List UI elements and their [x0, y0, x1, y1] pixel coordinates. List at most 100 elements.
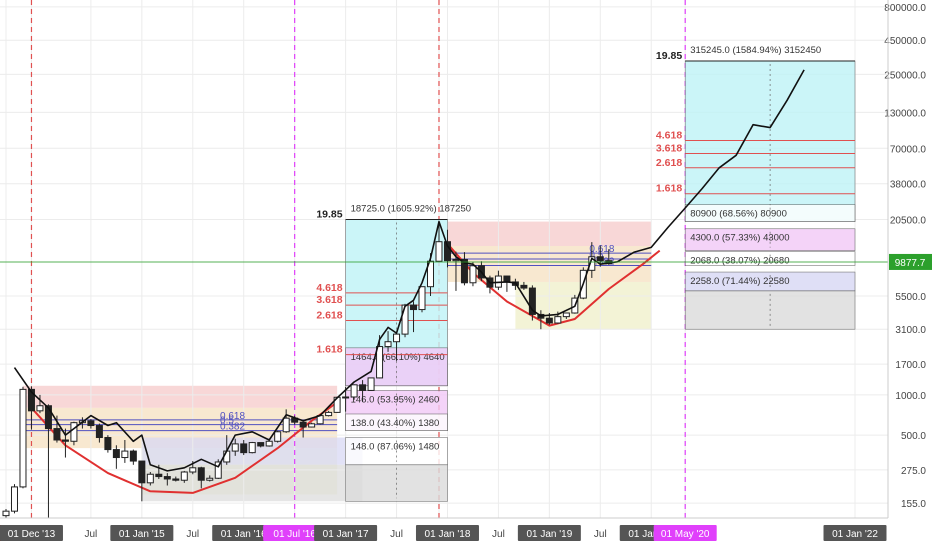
candle-2014-01[interactable]	[36, 394, 44, 414]
candle-body	[248, 442, 256, 454]
candle-body	[112, 449, 120, 459]
candle-2018-04[interactable]	[469, 262, 477, 287]
x-tick-label: 01 Jan '22	[832, 529, 878, 540]
candle-body	[155, 473, 163, 478]
candle-2017-06[interactable]	[384, 331, 392, 352]
measure-label: 80900 (68.56%) 80900	[690, 209, 787, 220]
candle-2017-09[interactable]	[410, 301, 418, 333]
candle-2016-11[interactable]	[325, 410, 333, 417]
candle-2016-08[interactable]	[299, 421, 307, 438]
candle-2014-09[interactable]	[104, 435, 112, 453]
y-tick-label: 1000.0	[895, 391, 926, 402]
extension-label: 1.618	[656, 183, 682, 195]
y-tick-label: 130000.0	[884, 108, 926, 119]
candle-2016-02[interactable]	[248, 441, 256, 454]
candle-2017-07[interactable]	[393, 332, 401, 361]
current-price-marker: 9877.7	[0, 253, 932, 270]
x-tick-badge	[110, 525, 174, 541]
candle-2017-04[interactable]	[367, 377, 375, 391]
candle-body	[443, 241, 451, 262]
candle-body	[121, 450, 129, 459]
candle-2017-03[interactable]	[359, 380, 367, 402]
candle-2019-07[interactable]	[596, 245, 604, 267]
candle-2015-05[interactable]	[172, 476, 180, 482]
candle-body	[308, 423, 316, 428]
y-tick-label: 155.0	[901, 499, 926, 510]
measure-label: 148.0 (87.06%) 1480	[351, 442, 440, 453]
x-tick-label: Jul	[594, 529, 607, 540]
candle-2016-09[interactable]	[308, 422, 316, 428]
candle-2015-01[interactable]	[138, 460, 146, 502]
candle-2017-10[interactable]	[418, 286, 426, 313]
candle-2018-02[interactable]	[452, 251, 460, 291]
candle-body	[138, 460, 146, 484]
extension-label: 1.618	[316, 344, 342, 356]
candle-2016-05[interactable]	[274, 430, 282, 443]
candle-2014-10[interactable]	[112, 445, 120, 469]
candle-2016-06[interactable]	[282, 409, 290, 433]
candle-2017-08[interactable]	[401, 303, 409, 338]
candle-body	[367, 377, 375, 391]
x-tick-label: 01 Jan '17	[323, 529, 369, 540]
candle-2015-10[interactable]	[214, 459, 222, 479]
candle-body	[95, 425, 103, 439]
candle-2019-03[interactable]	[562, 312, 570, 319]
candle-body	[214, 461, 222, 479]
retracement-label: 0.618	[220, 411, 245, 422]
axes: 800000.0 450000.0 250000.0 130000.0 70000.0 3…	[0, 0, 926, 541]
candle-body	[503, 275, 511, 283]
measure-label: 2068.0 (38.07%) 20680	[690, 256, 789, 267]
candle-body	[274, 431, 282, 442]
x-tick-badge	[517, 525, 581, 541]
candle-2014-04[interactable]	[61, 428, 69, 458]
candle-2013-12[interactable]	[27, 386, 35, 430]
measure-label: 18725.0 (1605.92%) 187250	[351, 204, 471, 215]
candle-2015-06[interactable]	[180, 470, 188, 483]
candle-body	[435, 241, 443, 262]
candle-body	[180, 471, 188, 481]
candle-2018-11[interactable]	[528, 285, 536, 321]
candle-body	[427, 260, 434, 288]
candle-2013-10[interactable]	[10, 484, 18, 514]
extension-label: 2.618	[656, 157, 682, 169]
y-tick-label: 500.0	[901, 431, 926, 442]
candle-2015-09[interactable]	[206, 475, 214, 482]
candle-2015-08[interactable]	[197, 466, 205, 489]
candle-body	[27, 388, 35, 412]
candle-2015-12[interactable]	[231, 438, 239, 456]
candle-2017-02[interactable]	[350, 384, 358, 400]
candle-body	[129, 450, 137, 462]
x-tick-label: 01 Jan '16	[221, 529, 267, 540]
candle-2014-07[interactable]	[87, 419, 95, 429]
candle-2018-01[interactable]	[443, 229, 451, 268]
candle-2014-11[interactable]	[121, 439, 129, 463]
candle-2014-12[interactable]	[129, 449, 137, 465]
candle-body	[257, 442, 265, 447]
candle-2013-11[interactable]	[19, 386, 27, 489]
candle-2013-09[interactable]	[2, 509, 10, 518]
candle-2015-04[interactable]	[163, 473, 171, 486]
y-tick-label: 3100.0	[895, 325, 926, 336]
y-tick-label: 70000.0	[890, 144, 927, 155]
candle-body	[53, 428, 61, 441]
candle-2016-03[interactable]	[257, 442, 265, 448]
x-tick-badge	[314, 525, 378, 541]
candle-body	[359, 384, 367, 391]
candle-body	[393, 333, 401, 343]
candle-2018-03[interactable]	[460, 252, 468, 286]
candle-2014-02[interactable]	[44, 404, 52, 518]
x-tick-label: 01 Jan '18	[425, 529, 471, 540]
candle-2014-05[interactable]	[70, 421, 78, 446]
candle-2017-12[interactable]	[435, 221, 443, 262]
candle-body	[376, 346, 384, 379]
candle-2016-01[interactable]	[240, 439, 248, 456]
candle-2014-08[interactable]	[95, 423, 103, 443]
candle-body	[87, 420, 95, 427]
y-tick-label: 20500.0	[890, 216, 927, 227]
extension-label: 2.618	[316, 310, 342, 322]
candle-2015-02[interactable]	[146, 472, 154, 486]
candle-2018-10[interactable]	[520, 281, 528, 290]
candle-body	[401, 304, 409, 335]
x-tick-label: Jul	[85, 529, 98, 540]
